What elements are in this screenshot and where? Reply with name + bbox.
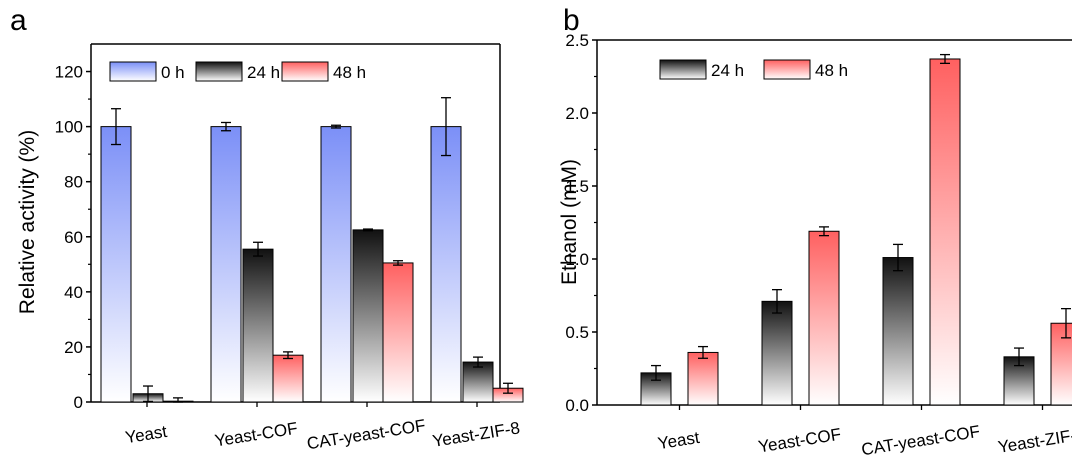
bar-yeast-48-h (687, 351, 719, 406)
legend-swatch-24-h (195, 61, 243, 82)
legend-label-48-h: 48 h (333, 63, 366, 82)
y-tick-label: 0 (74, 393, 83, 412)
legend-label-24-h: 24 h (247, 63, 280, 82)
y-tick-label: 2.0 (565, 104, 589, 123)
legend-swatch-0-h (109, 61, 157, 82)
bar-yeast-zif-8-24-h (462, 361, 494, 403)
bar-yeast-cof-0-h (210, 126, 242, 403)
x-tick-label-cat-yeast-cof: CAT-yeast-COF (860, 422, 981, 459)
bar-yeast-zif-8-48-h (1050, 322, 1072, 406)
bar-cat-yeast-cof-48-h (382, 262, 414, 403)
y-tick-label: 0.0 (565, 396, 589, 415)
x-tick-label-yeast-cof: Yeast-COF (213, 419, 298, 451)
x-tick-label-yeast-cof: Yeast-COF (757, 425, 842, 457)
panel-a: a 0 20 40 60 80 100 120 Relative activity (%) Yea… (10, 4, 524, 453)
legend-label-48-h: 48 h (815, 61, 848, 80)
bar-yeast-cof-48-h (272, 354, 304, 403)
x-tick-label-yeast: Yeast (124, 422, 169, 447)
y-tick-label: 120 (55, 63, 83, 82)
y-tick-label: 100 (55, 118, 83, 137)
bar-yeast-cof-24-h (242, 248, 274, 403)
bar-cat-yeast-cof-24-h (352, 229, 384, 403)
panel-b: b 0.0 0.5 1.0 1.5 2.0 2.5 Ethanol (mM) Yeast Yeas… (558, 4, 1072, 459)
bar-yeast-cof-48-h (808, 230, 840, 406)
x-tick-label-yeast-zif-8: Yeast-ZIF-8 (997, 424, 1072, 457)
bar-yeast-zif-8-0-h (430, 126, 462, 403)
panel-label: b (563, 4, 580, 37)
legend-label-0-h: 0 h (161, 63, 185, 82)
legend-swatch-24-h (659, 59, 707, 80)
y-tick-label: 20 (64, 338, 83, 357)
bar-cat-yeast-cof-0-h (320, 126, 352, 403)
x-tick-label-yeast: Yeast (656, 428, 701, 453)
y-tick-label: 2.5 (565, 31, 589, 50)
y-tick-label: 1.5 (565, 177, 589, 196)
y-axis-label: Ethanol (mM) (558, 159, 581, 285)
legend-label-24-h: 24 h (711, 61, 744, 80)
bar-yeast-cof-24-h (761, 300, 793, 406)
y-tick-label: 1.0 (565, 250, 589, 269)
legend-swatch-48-h (763, 59, 811, 80)
x-tick-label-yeast-zif-8: Yeast-ZIF-8 (431, 418, 521, 451)
bar-cat-yeast-cof-24-h (882, 257, 914, 406)
bar-cat-yeast-cof-48-h (929, 58, 961, 406)
y-tick-label: 40 (64, 283, 83, 302)
y-tick-label: 80 (64, 173, 83, 192)
legend-swatch-48-h (281, 61, 329, 82)
bar-yeast-0-h (100, 126, 132, 403)
y-tick-label: 60 (64, 228, 83, 247)
panel-label: a (10, 4, 27, 37)
y-axis-label: Relative activity (%) (16, 130, 39, 314)
y-tick-label: 0.5 (565, 323, 589, 342)
x-tick-label-cat-yeast-cof: CAT-yeast-COF (306, 416, 427, 453)
